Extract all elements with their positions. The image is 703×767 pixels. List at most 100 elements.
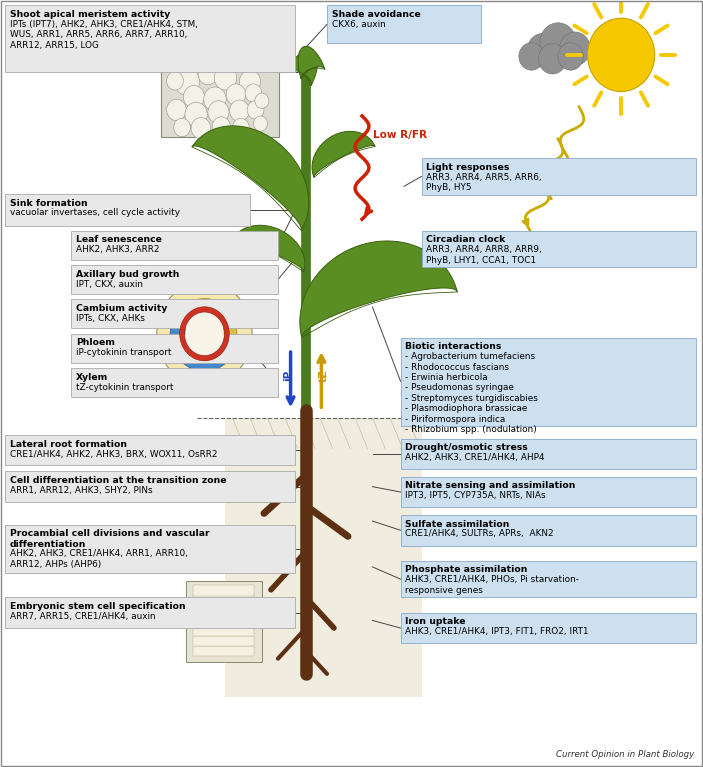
Wedge shape <box>170 315 237 371</box>
Circle shape <box>167 71 183 90</box>
Circle shape <box>588 18 654 91</box>
Circle shape <box>245 84 262 102</box>
Circle shape <box>174 118 191 137</box>
FancyBboxPatch shape <box>193 627 254 636</box>
Text: Leaf senescence: Leaf senescence <box>77 235 162 244</box>
Text: Biotic interactions: Biotic interactions <box>406 342 502 351</box>
Circle shape <box>204 87 226 111</box>
Text: AHK2, AHK3, ARR2: AHK2, AHK3, ARR2 <box>77 245 160 254</box>
Text: IPT, CKX, auxin: IPT, CKX, auxin <box>77 279 143 288</box>
Text: CRE1/AHK4, SULTRs, APRs,  AKN2: CRE1/AHK4, SULTRs, APRs, AKN2 <box>406 529 554 538</box>
FancyBboxPatch shape <box>401 515 696 545</box>
Text: CRE1/AHK4, AHK2, AHK3, BRX, WOX11, OsRR2: CRE1/AHK4, AHK2, AHK3, BRX, WOX11, OsRR2 <box>10 450 217 459</box>
Circle shape <box>214 66 237 90</box>
Text: ARR3, ARR4, ARR8, ARR9,
PhyB, LHY1, CCA1, TOC1: ARR3, ARR4, ARR8, ARR9, PhyB, LHY1, CCA1… <box>427 245 542 265</box>
Circle shape <box>254 116 267 131</box>
FancyBboxPatch shape <box>422 158 696 195</box>
FancyBboxPatch shape <box>193 595 254 606</box>
FancyBboxPatch shape <box>72 368 278 397</box>
Circle shape <box>198 64 218 84</box>
Text: Shoot apical meristem activity: Shoot apical meristem activity <box>10 10 170 19</box>
FancyBboxPatch shape <box>161 46 279 137</box>
FancyBboxPatch shape <box>5 5 295 72</box>
Text: Sink formation: Sink formation <box>10 199 87 208</box>
FancyBboxPatch shape <box>5 436 295 465</box>
Text: CKX6, auxin: CKX6, auxin <box>332 20 386 28</box>
Text: AHK2, AHK3, CRE1/AHK4, ARR1, ARR10,
ARR12, AHPs (AHP6): AHK2, AHK3, CRE1/AHK4, ARR1, ARR10, ARR1… <box>10 549 188 569</box>
Text: tZ-cytokinin transport: tZ-cytokinin transport <box>77 383 174 392</box>
Text: Low R/FR: Low R/FR <box>373 130 427 140</box>
Circle shape <box>240 70 261 93</box>
Circle shape <box>191 117 211 139</box>
Text: iP-cytokinin transport: iP-cytokinin transport <box>77 348 172 357</box>
FancyBboxPatch shape <box>193 647 254 656</box>
Polygon shape <box>231 225 305 272</box>
Text: Light responses: Light responses <box>427 163 510 172</box>
Polygon shape <box>300 241 457 337</box>
Text: IPT3, IPT5, CYP735A, NRTs, NIAs: IPT3, IPT5, CYP735A, NRTs, NIAs <box>406 491 546 500</box>
Text: AHK2, AHK3, CRE1/AHK4, AHP4: AHK2, AHK3, CRE1/AHK4, AHP4 <box>406 453 545 462</box>
Circle shape <box>560 32 591 66</box>
Polygon shape <box>287 51 318 85</box>
Circle shape <box>247 100 264 119</box>
FancyBboxPatch shape <box>5 472 295 502</box>
Text: Sulfate assimilation: Sulfate assimilation <box>406 519 510 528</box>
FancyBboxPatch shape <box>193 637 254 646</box>
Text: Cambium activity: Cambium activity <box>77 304 168 313</box>
Text: Cell differentiation at the transition zone: Cell differentiation at the transition z… <box>10 476 226 485</box>
Circle shape <box>255 93 269 108</box>
FancyBboxPatch shape <box>401 561 696 597</box>
Circle shape <box>186 313 224 354</box>
FancyBboxPatch shape <box>226 418 422 697</box>
Text: AHK3, CRE1/AHK4, IPT3, FIT1, FRO2, IRT1: AHK3, CRE1/AHK4, IPT3, FIT1, FRO2, IRT1 <box>406 627 589 637</box>
Text: Circadian clock: Circadian clock <box>427 235 505 244</box>
Text: vacuolar invertases, cell cycle activity: vacuolar invertases, cell cycle activity <box>10 209 180 218</box>
FancyBboxPatch shape <box>72 231 278 260</box>
FancyBboxPatch shape <box>422 231 696 268</box>
Polygon shape <box>298 46 325 79</box>
Text: IPTs (IPT7), AHK2, AHK3, CRE1/AHK4, STM,
WUS, ARR1, ARR5, ARR6, ARR7, ARR10,
ARR: IPTs (IPT7), AHK2, AHK3, CRE1/AHK4, STM,… <box>10 20 198 50</box>
Wedge shape <box>180 307 229 360</box>
Text: ARR3, ARR4, ARR5, ARR6,
PhyB, HY5: ARR3, ARR4, ARR5, ARR6, PhyB, HY5 <box>427 173 542 192</box>
Text: AHK3, CRE1/AHK4, PHOs, Pi starvation-
responsive genes: AHK3, CRE1/AHK4, PHOs, Pi starvation- re… <box>406 575 579 594</box>
FancyBboxPatch shape <box>5 597 295 628</box>
Text: Shade avoidance: Shade avoidance <box>332 10 420 19</box>
FancyBboxPatch shape <box>72 299 278 328</box>
Circle shape <box>538 44 567 74</box>
Text: tZ: tZ <box>318 370 328 382</box>
FancyBboxPatch shape <box>186 581 262 662</box>
FancyBboxPatch shape <box>5 525 295 573</box>
FancyBboxPatch shape <box>401 439 696 469</box>
Text: Embryonic stem cell specification: Embryonic stem cell specification <box>10 602 186 611</box>
Text: Xylem: Xylem <box>77 373 108 382</box>
Circle shape <box>183 85 205 108</box>
Text: ARR1, ARR12, AHK3, SHY2, PINs: ARR1, ARR12, AHK3, SHY2, PINs <box>10 486 153 495</box>
Circle shape <box>185 102 207 127</box>
Text: iP: iP <box>283 370 293 381</box>
Circle shape <box>233 118 250 137</box>
Text: Lateral root formation: Lateral root formation <box>10 440 127 449</box>
Circle shape <box>208 100 229 123</box>
FancyBboxPatch shape <box>327 5 481 44</box>
Polygon shape <box>312 131 375 177</box>
FancyBboxPatch shape <box>72 265 278 294</box>
Circle shape <box>212 117 231 137</box>
Circle shape <box>540 23 576 63</box>
Polygon shape <box>192 126 309 230</box>
FancyBboxPatch shape <box>193 585 254 596</box>
Wedge shape <box>157 281 252 386</box>
Text: Procambial cell divisions and vascular
differentiation: Procambial cell divisions and vascular d… <box>10 529 209 549</box>
Circle shape <box>226 84 246 105</box>
FancyBboxPatch shape <box>72 334 278 363</box>
Circle shape <box>174 67 200 95</box>
Text: Current Opinion in Plant Biology: Current Opinion in Plant Biology <box>556 750 695 759</box>
Text: IPTs, CKX, AHKs: IPTs, CKX, AHKs <box>77 314 146 323</box>
FancyBboxPatch shape <box>193 615 254 626</box>
Text: Phosphate assimilation: Phosphate assimilation <box>406 565 528 574</box>
Text: ARR7, ARR15, CRE1/AHK4, auxin: ARR7, ARR15, CRE1/AHK4, auxin <box>10 612 155 621</box>
Text: Drought/osmotic stress: Drought/osmotic stress <box>406 443 528 452</box>
FancyBboxPatch shape <box>193 605 254 616</box>
Circle shape <box>167 99 186 120</box>
Text: Phloem: Phloem <box>77 338 115 347</box>
Circle shape <box>558 43 583 70</box>
